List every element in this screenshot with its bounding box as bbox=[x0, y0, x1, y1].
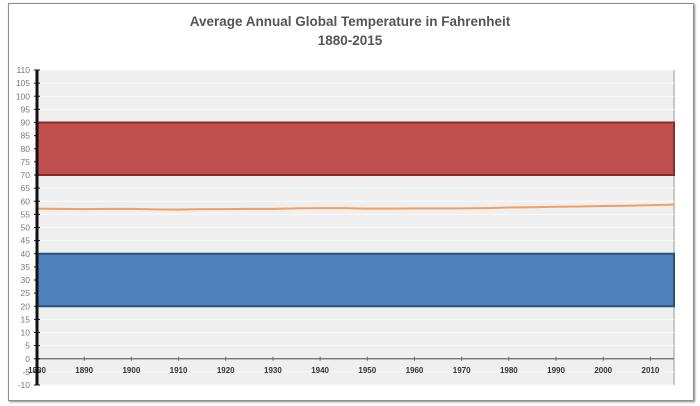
data-point bbox=[649, 204, 652, 206]
y-tick-label: 65 bbox=[21, 183, 31, 193]
y-tick-label: 75 bbox=[21, 157, 31, 167]
y-tick-label: 95 bbox=[21, 104, 31, 114]
data-point bbox=[272, 208, 274, 210]
data-point bbox=[555, 205, 557, 208]
y-tick-label: -5 bbox=[22, 367, 30, 377]
data-point bbox=[295, 207, 298, 210]
chart-title-block: Average Annual Global Temperature in Fah… bbox=[0, 12, 700, 50]
hot-band bbox=[36, 121, 675, 176]
data-point bbox=[201, 208, 203, 210]
y-tick-label: 85 bbox=[21, 131, 31, 141]
y-tick-label: 55 bbox=[21, 209, 31, 219]
y-tick-label: 30 bbox=[21, 275, 31, 285]
y-tick-label: 15 bbox=[21, 314, 31, 324]
data-point bbox=[106, 208, 109, 210]
data-point bbox=[531, 206, 534, 209]
x-tick-label: 1890 bbox=[75, 366, 93, 375]
x-tick-label: 1940 bbox=[311, 366, 329, 375]
y-tick-label: 40 bbox=[21, 249, 31, 259]
y-tick-label: 0 bbox=[25, 354, 30, 364]
x-tick-label: 1990 bbox=[547, 366, 565, 375]
data-point bbox=[626, 204, 628, 207]
data-point bbox=[484, 207, 487, 209]
x-tick-label: 1970 bbox=[453, 366, 471, 375]
y-tick-label: 25 bbox=[21, 288, 31, 298]
data-point bbox=[460, 207, 463, 210]
data-point bbox=[248, 208, 251, 210]
data-point bbox=[602, 205, 605, 207]
data-point bbox=[390, 207, 392, 210]
x-tick-label: 1900 bbox=[122, 366, 140, 375]
y-tick-label: 5 bbox=[25, 341, 30, 351]
data-point bbox=[437, 207, 439, 210]
y-tick-label: -10 bbox=[18, 380, 31, 390]
x-tick-label: 1910 bbox=[170, 366, 188, 375]
y-tick-label: 45 bbox=[21, 236, 31, 246]
x-tick-label: 1920 bbox=[217, 366, 235, 375]
data-point bbox=[673, 203, 675, 206]
x-tick-label: 1950 bbox=[358, 366, 376, 375]
data-point bbox=[224, 208, 227, 210]
data-point bbox=[578, 205, 581, 208]
data-point bbox=[413, 207, 416, 210]
x-tick-label: 1930 bbox=[264, 366, 282, 375]
series-line bbox=[36, 203, 675, 211]
x-tick-label: 2010 bbox=[642, 366, 660, 375]
chart-title: Average Annual Global Temperature in Fah… bbox=[189, 14, 511, 29]
data-point bbox=[83, 208, 85, 210]
data-point bbox=[154, 208, 156, 211]
data-point bbox=[59, 208, 62, 210]
x-tick-label: 1960 bbox=[406, 366, 424, 375]
y-tick-label: 105 bbox=[16, 78, 30, 88]
y-tick-label: 80 bbox=[21, 144, 31, 154]
y-tick-label: 35 bbox=[21, 262, 31, 272]
y-tick-label: 70 bbox=[21, 170, 31, 180]
data-point bbox=[177, 208, 180, 211]
cold-band bbox=[36, 252, 675, 308]
y-tick-label: 60 bbox=[21, 196, 31, 206]
x-tick-label: 1980 bbox=[500, 366, 518, 375]
data-point bbox=[366, 207, 369, 210]
data-point bbox=[508, 206, 510, 209]
y-tick-label: 90 bbox=[21, 118, 31, 128]
data-point bbox=[319, 207, 321, 209]
data-point bbox=[342, 207, 345, 209]
y-tick-label: 20 bbox=[21, 301, 31, 311]
y-tick-label: 10 bbox=[21, 328, 31, 338]
x-tick-label: 2000 bbox=[594, 366, 612, 375]
data-point bbox=[130, 208, 133, 210]
chart-subtitle: 1880-2015 bbox=[317, 33, 383, 48]
y-tick-label: 110 bbox=[16, 65, 30, 75]
y-tick-label: 50 bbox=[21, 223, 31, 233]
y-tick-label: 100 bbox=[16, 91, 30, 101]
